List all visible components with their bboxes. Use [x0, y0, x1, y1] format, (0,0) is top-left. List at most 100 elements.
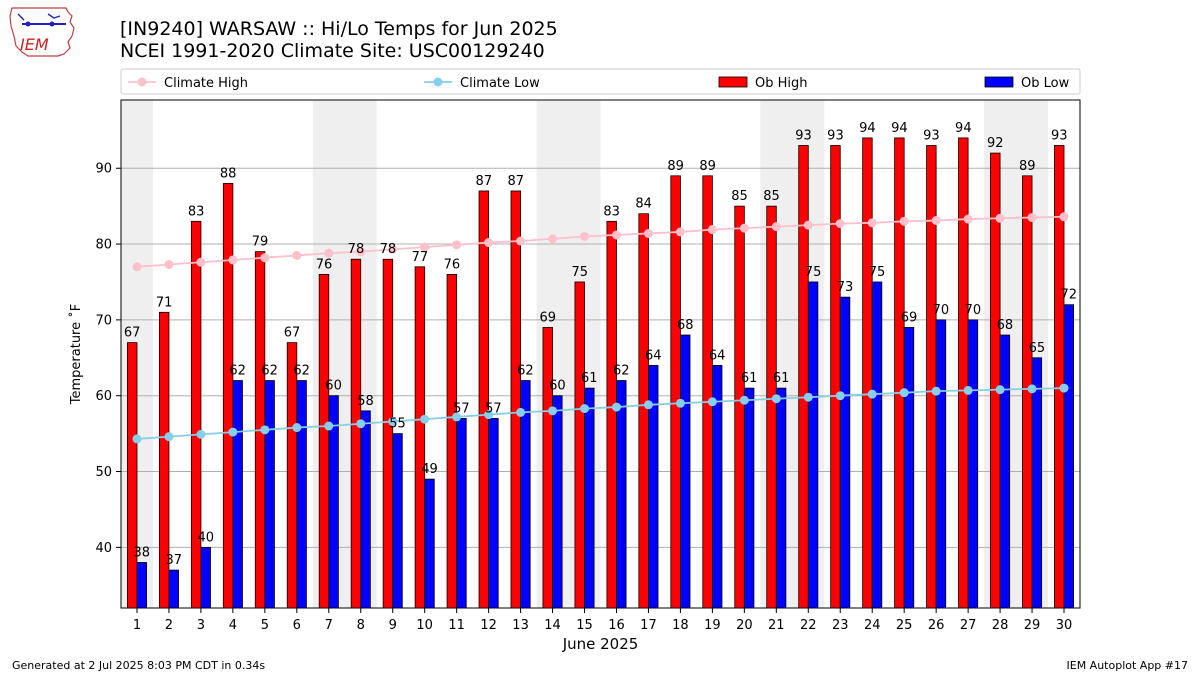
low-bar — [424, 478, 435, 609]
climate-low-point — [292, 423, 302, 433]
low-value-label: 57 — [453, 401, 470, 416]
low-value-label: 68 — [677, 318, 694, 333]
climate-low-point — [580, 404, 590, 414]
x-tick-label: 16 — [608, 618, 625, 633]
low-value-label: 69 — [901, 310, 918, 325]
x-tick-label: 9 — [389, 618, 397, 633]
climate-high-point — [452, 240, 462, 250]
legend-climate-low-label: Climate Low — [460, 76, 540, 91]
x-tick-label: 21 — [768, 618, 785, 633]
climate-low-point — [1059, 383, 1069, 393]
y-tick-label: 60 — [95, 389, 112, 404]
x-tick-label: 24 — [864, 618, 881, 633]
high-bar — [382, 258, 394, 609]
climate-high-point — [292, 250, 302, 260]
high-bar — [798, 145, 809, 609]
climate-low-point — [196, 429, 206, 439]
low-value-label: 64 — [709, 348, 726, 363]
legend-ob-high-swatch — [718, 76, 748, 88]
y-tick-label: 50 — [95, 465, 112, 480]
y-tick-label: 70 — [95, 313, 112, 328]
low-value-label: 68 — [997, 318, 1014, 333]
chart-title-line2: NCEI 1991-2020 Climate Site: USC00129240 — [120, 40, 545, 62]
low-value-label: 70 — [965, 303, 982, 318]
climate-low-point — [260, 425, 270, 435]
climate-low-line — [136, 387, 1065, 440]
x-tick-label: 18 — [672, 618, 689, 633]
low-value-label: 72 — [1061, 288, 1078, 303]
low-bar — [168, 569, 179, 609]
low-value-label: 61 — [741, 371, 758, 386]
low-bar — [1063, 304, 1075, 609]
low-value-label: 70 — [933, 303, 950, 318]
high-value-label: 93 — [923, 128, 940, 143]
climate-high-point — [484, 238, 494, 248]
low-bar — [903, 327, 915, 609]
high-bar — [350, 258, 362, 609]
climate-low-point — [164, 432, 174, 442]
high-bar — [638, 213, 649, 609]
high-bar — [126, 342, 138, 609]
legend-ob-high-label: Ob High — [755, 76, 808, 91]
high-value-label: 89 — [667, 159, 684, 174]
iem-logo-text: IEM — [20, 35, 49, 54]
legend-climate-low-marker — [433, 77, 443, 87]
high-value-label: 69 — [539, 310, 556, 325]
high-value-label: 83 — [603, 204, 620, 219]
low-bar — [775, 387, 787, 609]
high-value-label: 67 — [124, 326, 141, 341]
plot-frame — [120, 99, 1081, 609]
high-bar — [734, 205, 745, 609]
x-tick-label: 22 — [800, 618, 817, 633]
high-value-label: 85 — [763, 189, 780, 204]
x-tick-label: 5 — [261, 618, 269, 633]
x-tick-label: 7 — [325, 618, 333, 633]
climate-high-point — [548, 234, 558, 244]
low-bar — [392, 433, 403, 609]
high-value-label: 78 — [348, 242, 365, 257]
low-value-label: 62 — [613, 364, 630, 379]
high-value-label: 79 — [252, 235, 269, 250]
legend-climate-high-marker — [137, 77, 147, 87]
climate-high-point — [324, 248, 334, 258]
legend-ob-low-label: Ob Low — [1021, 76, 1070, 91]
low-value-label: 62 — [517, 364, 534, 379]
climate-high-point — [899, 216, 909, 226]
climate-low-point — [611, 402, 621, 412]
x-tick-label: 26 — [928, 618, 945, 633]
high-bar — [510, 190, 521, 609]
low-value-label: 60 — [549, 379, 566, 394]
climate-high-point — [771, 222, 781, 232]
high-value-label: 88 — [220, 166, 237, 181]
low-bar — [264, 380, 275, 609]
climate-high-point — [675, 227, 685, 237]
high-value-label: 85 — [731, 189, 748, 204]
climate-low-point — [388, 416, 398, 426]
climate-high-point — [963, 214, 973, 224]
high-bar — [766, 205, 777, 609]
climate-low-point — [739, 395, 749, 405]
climate-high-point — [228, 255, 238, 265]
low-value-label: 65 — [1029, 341, 1046, 356]
high-bar — [670, 175, 681, 609]
iem-logo: IEM — [9, 7, 75, 57]
climate-low-point — [516, 407, 526, 417]
high-value-label: 67 — [284, 326, 301, 341]
low-value-label: 61 — [773, 371, 790, 386]
climate-low-point — [643, 400, 653, 410]
climate-high-point — [995, 213, 1005, 223]
high-value-label: 71 — [156, 295, 173, 310]
footer-app: IEM Autoplot App #17 — [1066, 659, 1189, 672]
low-bar — [584, 387, 595, 609]
climate-high-point — [260, 253, 270, 263]
climate-low-point — [867, 389, 877, 399]
high-bar — [318, 273, 330, 609]
climate-low-point — [548, 406, 558, 416]
high-bar — [478, 190, 490, 609]
low-value-label: 55 — [389, 417, 406, 432]
legend-ob-low-swatch — [984, 76, 1014, 88]
x-tick-label: 13 — [512, 618, 529, 633]
high-value-label: 76 — [444, 257, 461, 272]
climate-low-point — [452, 412, 462, 422]
